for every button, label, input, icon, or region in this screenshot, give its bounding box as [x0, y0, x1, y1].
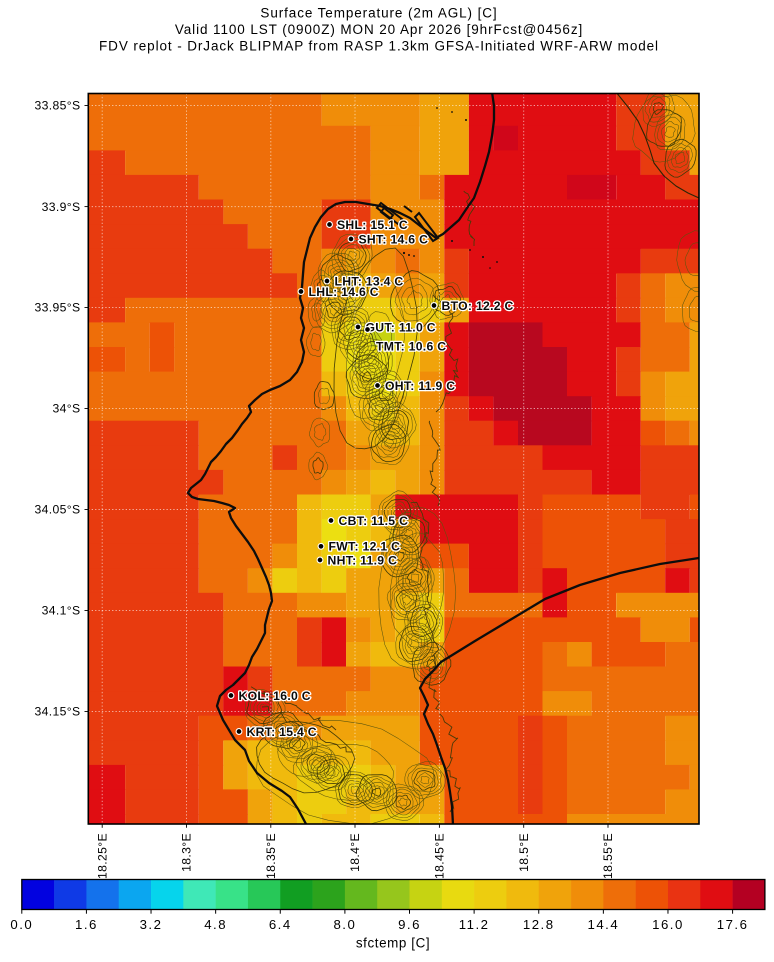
svg-text:9.6: 9.6 — [398, 917, 421, 932]
svg-text:34.1°S: 34.1°S — [42, 604, 81, 618]
svg-text:4.8: 4.8 — [204, 917, 227, 932]
svg-text:12.8: 12.8 — [523, 917, 555, 932]
svg-text:GUT: 11.0 C: GUT: 11.0 C — [366, 320, 436, 334]
svg-text:sfctemp [C]: sfctemp [C] — [356, 936, 430, 951]
svg-text:8.0: 8.0 — [333, 917, 356, 932]
svg-text:1.6: 1.6 — [75, 917, 98, 932]
svg-text:KOL: 16.0 C: KOL: 16.0 C — [239, 689, 311, 703]
svg-text:0.0: 0.0 — [10, 917, 33, 932]
svg-text:KRT: 15.4 C: KRT: 15.4 C — [247, 725, 317, 739]
svg-text:34.05°S: 34.05°S — [35, 503, 81, 517]
svg-text:TMT: 10.6 C: TMT: 10.6 C — [376, 340, 446, 354]
svg-text:LHT: 13.4 C: LHT: 13.4 C — [335, 274, 404, 288]
svg-text:LHL: 14.6 C: LHL: 14.6 C — [309, 285, 379, 299]
svg-text:FDV replot - DrJack BLIPMAP fr: FDV replot - DrJack BLIPMAP from RASP 1.… — [99, 39, 659, 54]
svg-text:34°S: 34°S — [53, 402, 81, 416]
svg-text:BTO: 12.2 C: BTO: 12.2 C — [442, 299, 514, 313]
svg-text:Valid 1100 LST (0900Z) MON 20: Valid 1100 LST (0900Z) MON 20 Apr 2026 [… — [175, 22, 583, 37]
svg-text:FWT: 12.1 C: FWT: 12.1 C — [329, 540, 401, 554]
svg-text:18.45°E: 18.45°E — [433, 833, 447, 879]
svg-text:34.15°S: 34.15°S — [35, 705, 81, 719]
svg-text:18.35°E: 18.35°E — [264, 833, 278, 879]
svg-text:16.0: 16.0 — [652, 917, 684, 932]
svg-text:SHL: 15.1 C: SHL: 15.1 C — [337, 218, 408, 232]
svg-text:14.4: 14.4 — [588, 917, 620, 932]
svg-text:NHT: 11.9 C: NHT: 11.9 C — [328, 553, 398, 567]
svg-text:18.3°E: 18.3°E — [180, 833, 194, 872]
svg-text:SHT: 14.6 C: SHT: 14.6 C — [359, 232, 429, 246]
svg-text:6.4: 6.4 — [269, 917, 292, 932]
svg-text:18.5°E: 18.5°E — [517, 833, 531, 872]
svg-text:11.2: 11.2 — [459, 917, 490, 932]
svg-text:33.95°S: 33.95°S — [35, 301, 81, 315]
svg-text:CBT: 11.5 C: CBT: 11.5 C — [339, 514, 409, 528]
svg-text:18.4°E: 18.4°E — [348, 833, 362, 872]
svg-text:18.25°E: 18.25°E — [95, 833, 109, 879]
svg-text:33.9°S: 33.9°S — [42, 200, 81, 214]
svg-text:OHT: 11.9 C: OHT: 11.9 C — [385, 379, 455, 393]
svg-text:33.85°S: 33.85°S — [35, 99, 81, 113]
svg-text:17.6: 17.6 — [717, 917, 749, 932]
svg-text:Surface Temperature (2m AGL) [: Surface Temperature (2m AGL) [C] — [260, 6, 497, 21]
svg-text:18.55°E: 18.55°E — [601, 833, 615, 879]
svg-text:3.2: 3.2 — [140, 917, 163, 932]
